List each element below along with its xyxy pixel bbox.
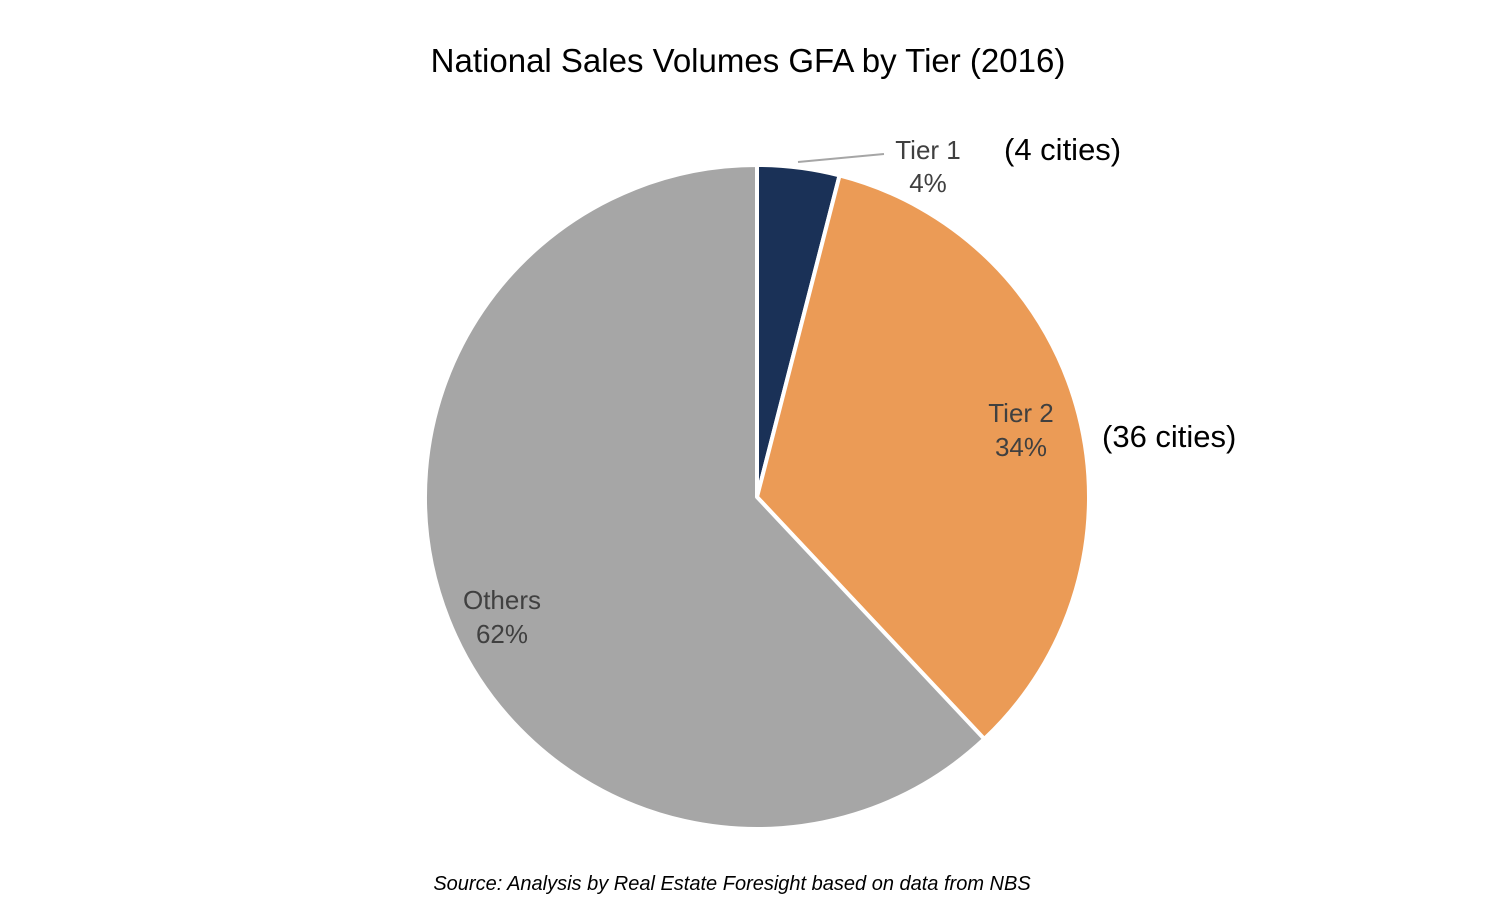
source-note: Source: Analysis by Real Estate Foresigh…: [433, 873, 1031, 895]
slice-label-tier-2-value: 34%: [995, 432, 1047, 462]
tier-1-cities-note: (4 cities): [1004, 132, 1121, 167]
tier-2-cities-note: (36 cities): [1102, 419, 1236, 454]
slice-label-others-name: Others: [463, 585, 541, 615]
slice-label-tier-1-name: Tier 1: [895, 135, 961, 165]
chart-title: National Sales Volumes GFA by Tier (2016…: [431, 42, 1066, 79]
tier-1-leader-line: [797, 153, 885, 163]
slice-label-tier-2-name: Tier 2: [988, 398, 1054, 428]
slice-label-others-value: 62%: [476, 619, 528, 649]
slice-label-tier-1-value: 4%: [909, 168, 947, 198]
pie-slice-tier-2: [755, 173, 1092, 742]
pie-slice-others: [423, 163, 987, 831]
pie-slices: [423, 163, 1092, 831]
